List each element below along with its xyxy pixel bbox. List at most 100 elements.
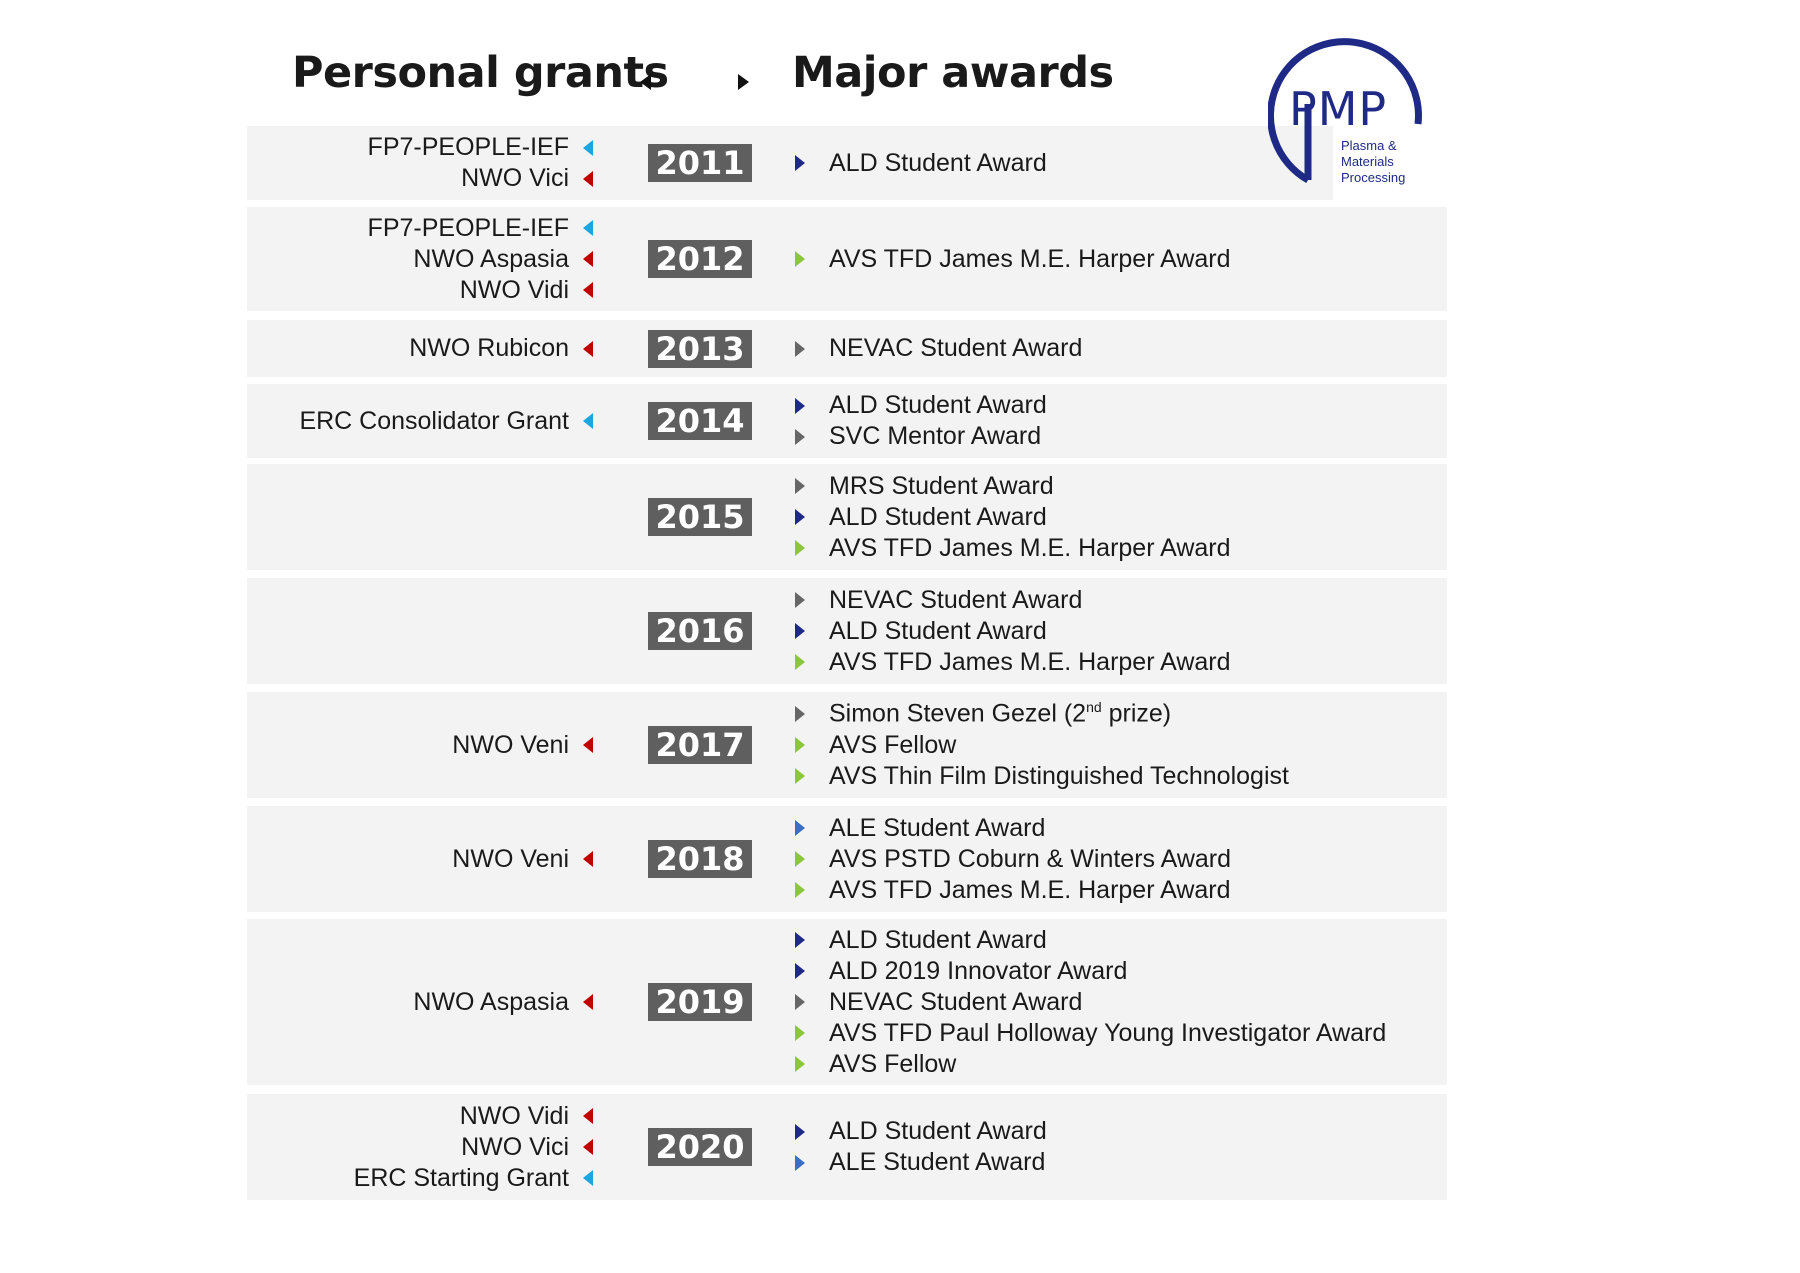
award-label: ALD Student Award [829,391,1047,420]
grant-label: FP7-PEOPLE-IEF [367,133,569,161]
grant-item: NWO Aspasia [413,244,597,275]
award-label-text: AVS Thin Film Distinguished Technologist [829,761,1289,790]
award-label: AVS Fellow [829,731,956,760]
award-label: Simon Steven Gezel (2nd prize) [829,699,1171,728]
year-badge: 2011 [648,144,752,182]
grant-item: NWO Veni [452,730,597,761]
award-label: ALD Student Award [829,1117,1047,1146]
awards-list: MRS Student Award ALD Student Award AVS TF… [795,471,1231,564]
right-triangle-icon [795,592,805,608]
award-label: AVS TFD Paul Holloway Young Investigator… [829,1019,1386,1048]
grant-label: FP7-PEOPLE-IEF [367,213,569,242]
awards-list: ALD Student Award SVC Mentor Award [795,390,1047,452]
award-label-text: AVS PSTD Coburn & Winters Award [829,844,1232,873]
right-triangle-icon [795,737,805,753]
grant-item: ERC Consolidator Grant [299,406,597,437]
award-label-text: ALD Student Award [829,502,1047,531]
award-item: NEVAC Student Award [795,585,1082,616]
awards-list: ALD Student Award [795,148,1047,179]
right-triangle-icon [795,768,805,784]
year-badge: 2014 [648,402,752,440]
year-row: NWO Rubicon 2013 NEVAC Student Award [247,320,1447,377]
right-triangle-icon [795,932,805,948]
award-label-text: AVS TFD Paul Holloway Young Investigator… [829,1018,1387,1047]
grants-list: NWO Aspasia [247,987,597,1018]
award-item: ALD 2019 Innovator Award [795,956,1127,987]
award-item: AVS TFD Paul Holloway Young Investigator… [795,1018,1386,1049]
grant-label: NWO Vici [461,164,569,192]
logo-wordmark: PMP [1289,82,1388,136]
award-item: ALD Student Award [795,390,1047,421]
year-row: 2015 MRS Student Award ALD Student Award AV… [247,464,1447,570]
right-triangle-icon [795,509,805,525]
award-label: ALD 2019 Innovator Award [829,957,1127,986]
award-label: MRS Student Award [829,472,1054,501]
award-item: AVS TFD James M.E. Harper Award [795,647,1231,678]
award-label-text: SVC Mentor Award [829,422,1042,450]
year-badge-wrap: 2017 [597,726,752,764]
left-triangle-icon [583,737,593,753]
award-label-text: ALD 2019 Innovator Award [829,956,1128,985]
right-triangle-icon [795,397,805,414]
grant-label: NWO Aspasia [413,244,569,273]
award-label-text: ALD Student Award [829,616,1047,645]
right-triangle-icon [795,623,805,639]
award-label-text: AVS TFD James M.E. Harper Award [829,875,1231,904]
award-label-text: ALE Student Award [829,813,1046,842]
award-item: AVS TFD James M.E. Harper Award [795,533,1231,564]
award-label: AVS Fellow [829,1050,956,1079]
right-triangle-icon [795,251,805,267]
award-item: AVS PSTD Coburn & Winters Award [795,844,1231,875]
left-triangle-icon [583,1170,593,1186]
award-label-text: AVS TFD James M.E. Harper Award [829,647,1231,676]
awards-list: ALE Student Award AVS PSTD Coburn & Winte… [795,813,1231,906]
year-row: NWO Veni 2017 Simon Steven Gezel (2nd priz… [247,692,1447,798]
award-label-text: AVS Fellow [829,730,957,759]
award-label: ALE Student Award [829,814,1045,843]
grant-label: NWO Aspasia [413,987,569,1016]
award-label-text: ALE Student Award [829,1148,1046,1176]
award-label-text: ALD Student Award [829,391,1047,419]
award-label-text: NEVAC Student Award [829,987,1083,1016]
grants-list: NWO Veni [247,844,597,875]
right-triangle-icon [795,882,805,898]
right-triangle-icon [795,963,805,979]
grant-label: NWO Rubicon [409,334,569,362]
awards-list: NEVAC Student Award [795,333,1082,364]
grant-label: ERC Consolidator Grant [299,406,569,435]
year-badge: 2017 [648,726,752,764]
left-triangle-icon [583,139,593,156]
grant-item: NWO Vici [461,163,597,194]
logo-subtitle-line: Plasma & [1341,138,1397,153]
award-label-text: NEVAC Student Award [829,334,1083,362]
grant-item: NWO Vidi [460,275,597,306]
award-label-text: MRS Student Award [829,471,1054,500]
award-label: ALD Student Award [829,149,1047,178]
logo-subtitle-line: Materials [1341,154,1394,169]
year-row: ERC Consolidator Grant 2014 ALD Student Aw… [247,384,1447,458]
year-badge: 2013 [648,329,752,368]
logo-subtitle-line: Processing [1341,170,1406,185]
right-triangle-icon [795,428,805,445]
award-item: ALD Student Award [795,502,1047,533]
right-triangle-icon [795,654,805,670]
year-badge: 2019 [648,983,752,1021]
left-triangle-icon [583,1139,593,1155]
award-item: ALD Student Award [795,148,1047,179]
award-label-text: ALD Student Award [829,148,1047,177]
pmp-logo-icon [1268,38,1422,184]
year-badge: 2018 [648,840,752,878]
awards-list: ALD Student Award ALD 2019 Innovator Awar… [795,925,1386,1080]
right-triangle-icon [795,540,805,556]
year-badge-wrap: 2011 [597,144,752,182]
grant-item: FP7-PEOPLE-IEF [368,213,597,244]
logo-subtitle: Plasma & Materials Processing [1341,138,1405,186]
personal-grants-heading: Personal grants [292,48,669,98]
award-label-text: ALD Student Award [829,1117,1047,1145]
award-label: AVS TFD James M.E. Harper Award [829,245,1231,274]
year-row: NWO Veni 2018 ALE Student Award AVS PSTD Co… [247,806,1447,912]
awards-list: Simon Steven Gezel (2nd prize) AVS Fellow… [795,699,1289,792]
award-label: AVS Thin Film Distinguished Technologist [829,762,1289,791]
award-item: ALD Student Award [795,616,1047,647]
grants-list: NWO Veni [247,730,597,761]
